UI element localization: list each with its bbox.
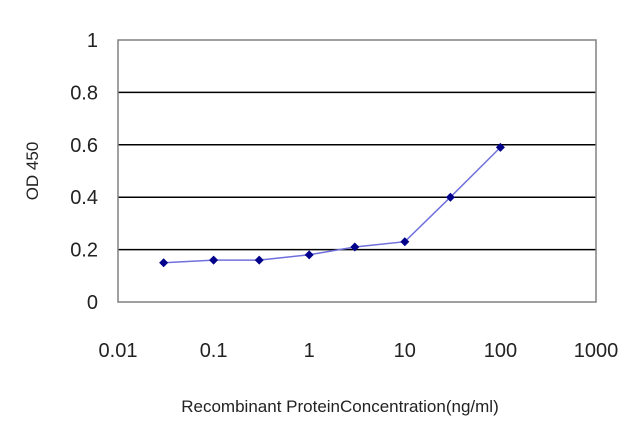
x-tick-label: 1 (304, 340, 315, 362)
x-tick-label: 0.1 (200, 340, 228, 362)
series-line (163, 146, 501, 264)
series-line-path (163, 146, 501, 264)
series-markers (159, 142, 505, 268)
plot-area-border (117, 39, 597, 303)
y-tick-label: 1 (87, 30, 98, 52)
y-tick-label: 0.6 (70, 135, 98, 157)
data-point (350, 242, 360, 252)
x-axis-title: Recombinant ProteinConcentration(ng/ml) (181, 397, 499, 416)
y-axis-title: OD 450 (23, 142, 42, 201)
y-tick-labels: 0 0.2 0.4 0.6 0.8 1 (70, 30, 98, 314)
y-tick-label: 0 (87, 292, 98, 314)
x-tick-label: 0.01 (99, 340, 138, 362)
y-tick-label: 0.4 (70, 187, 98, 209)
x-tick-label: 100 (484, 340, 517, 362)
x-tick-labels: 0.01 0.1 1 10 100 1000 (99, 340, 619, 362)
x-tick-label: 10 (394, 340, 416, 362)
data-point (400, 237, 410, 247)
data-point (209, 255, 219, 265)
x-tick-label: 1000 (574, 340, 619, 362)
data-point (495, 142, 505, 152)
data-point (304, 250, 314, 260)
y-tick-label: 0.2 (70, 240, 98, 262)
gridlines (118, 91, 596, 251)
data-point (445, 192, 455, 202)
data-point (254, 255, 264, 265)
data-point (159, 258, 169, 268)
y-tick-label: 0.8 (70, 82, 98, 104)
